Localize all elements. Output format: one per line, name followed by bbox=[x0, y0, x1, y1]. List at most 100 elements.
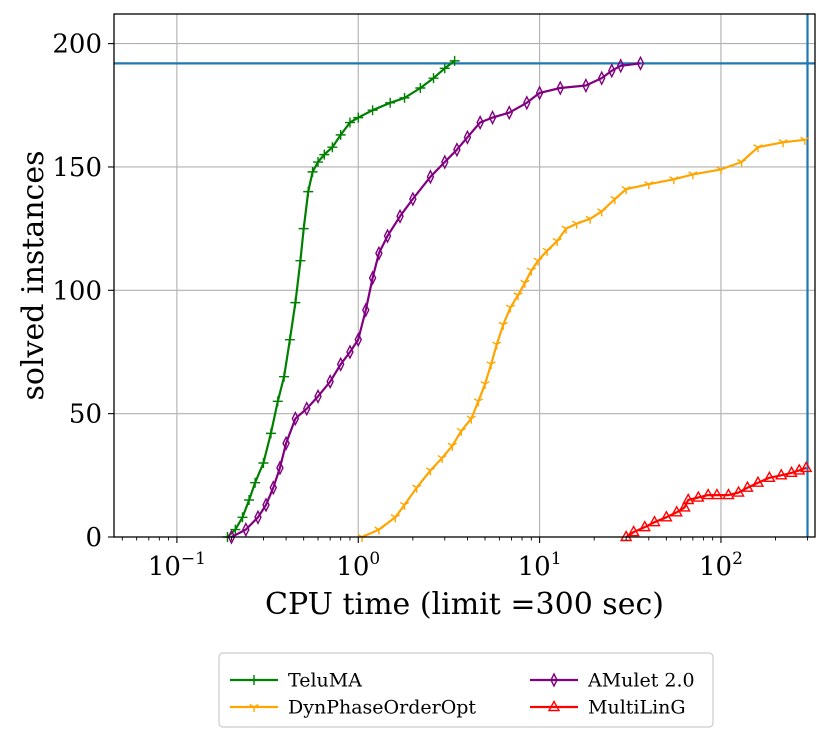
data-point bbox=[486, 361, 496, 370]
data-point bbox=[335, 129, 346, 140]
data-point bbox=[799, 460, 813, 473]
data-point bbox=[533, 257, 543, 266]
data-point bbox=[237, 512, 248, 523]
data-point bbox=[425, 467, 436, 476]
data-point bbox=[561, 225, 571, 234]
data-point bbox=[279, 371, 290, 382]
data-point bbox=[621, 186, 631, 195]
data-point bbox=[732, 485, 745, 497]
data-point bbox=[272, 396, 283, 407]
data-point bbox=[244, 494, 255, 505]
y-tick-label: 150 bbox=[52, 153, 102, 183]
data-point bbox=[453, 142, 461, 158]
data-point bbox=[412, 484, 422, 493]
data-point bbox=[692, 490, 705, 502]
legend-item-teluma: TeluMA bbox=[230, 670, 362, 692]
data-point bbox=[313, 157, 324, 168]
legend-box bbox=[218, 652, 714, 728]
data-point bbox=[753, 144, 763, 153]
data-point bbox=[227, 529, 236, 545]
data-point bbox=[326, 374, 334, 390]
data-point bbox=[520, 279, 530, 288]
data-point bbox=[741, 480, 754, 492]
data-point bbox=[385, 97, 396, 108]
data-point bbox=[466, 415, 476, 424]
plot-frame bbox=[113, 13, 816, 538]
data-point bbox=[736, 158, 747, 168]
data-point bbox=[463, 129, 472, 145]
x-tick-label: 101 bbox=[518, 549, 562, 582]
data-point bbox=[374, 526, 384, 535]
data-point bbox=[722, 488, 735, 500]
legend-label: TeluMA bbox=[288, 670, 362, 692]
series-line-dynphaseorderopt bbox=[361, 138, 805, 539]
data-point bbox=[571, 220, 582, 229]
data-point bbox=[353, 112, 364, 123]
data-point bbox=[597, 208, 607, 217]
data-point bbox=[282, 435, 290, 451]
data-point bbox=[399, 501, 410, 510]
data-point bbox=[290, 297, 301, 308]
data-point bbox=[526, 267, 536, 276]
data-point bbox=[669, 176, 679, 185]
data-point bbox=[449, 55, 460, 66]
x-tick-label: 102 bbox=[699, 549, 743, 582]
data-point bbox=[513, 292, 523, 301]
data-point bbox=[440, 154, 449, 170]
data-point bbox=[456, 427, 466, 436]
data-point bbox=[426, 169, 435, 185]
data-point bbox=[437, 454, 447, 464]
data-point bbox=[336, 356, 345, 372]
data-point bbox=[327, 142, 338, 153]
data-point bbox=[505, 105, 514, 121]
data-point bbox=[473, 398, 484, 407]
data-point bbox=[498, 321, 508, 330]
data-point bbox=[291, 411, 300, 427]
data-point bbox=[660, 510, 673, 522]
y-tick-label: 200 bbox=[52, 30, 102, 60]
data-point bbox=[303, 186, 314, 197]
legend-item-dynphaseorderopt: DynPhaseOrderOpt bbox=[230, 697, 476, 719]
series-layer bbox=[222, 55, 813, 545]
data-point bbox=[542, 247, 552, 256]
data-point bbox=[636, 55, 645, 71]
reference-lines bbox=[114, 14, 815, 537]
legend-item-multiling: MultiLinG bbox=[530, 697, 686, 719]
series-line-amulet-2-0 bbox=[230, 62, 641, 538]
data-point bbox=[775, 468, 788, 480]
data-point bbox=[415, 83, 426, 94]
series-dynphaseorderopt bbox=[357, 136, 810, 542]
y-tick-label: 0 bbox=[85, 523, 102, 553]
data-point bbox=[492, 341, 502, 350]
x-tick-label: 100 bbox=[336, 549, 380, 582]
legend-marker bbox=[249, 675, 259, 685]
data-point bbox=[778, 139, 788, 148]
data-point bbox=[230, 524, 241, 535]
data-point bbox=[346, 344, 354, 360]
data-point bbox=[262, 497, 270, 513]
data-point bbox=[344, 117, 355, 128]
data-point bbox=[610, 195, 620, 205]
data-point bbox=[800, 136, 810, 145]
data-point bbox=[556, 80, 565, 96]
data-point bbox=[242, 522, 250, 538]
data-point bbox=[258, 457, 269, 468]
y-axis-title: solved instances bbox=[16, 150, 51, 400]
data-point bbox=[616, 58, 625, 74]
data-point bbox=[480, 380, 490, 390]
data-point bbox=[354, 332, 363, 348]
data-point bbox=[582, 77, 590, 94]
data-point bbox=[710, 488, 724, 500]
data-point bbox=[265, 428, 276, 439]
data-point bbox=[523, 95, 531, 111]
legend-item-amulet-2-0: AMulet 2.0 bbox=[530, 670, 695, 692]
y-tick-label: 100 bbox=[52, 276, 102, 306]
data-point bbox=[607, 63, 616, 79]
data-point bbox=[383, 228, 392, 244]
data-point bbox=[785, 465, 798, 478]
data-point bbox=[284, 334, 295, 345]
legend: TeluMA AMulet 2.0 DynPhaseOrderOpt MultiLin… bbox=[218, 652, 714, 728]
data-point bbox=[314, 388, 322, 404]
data-point bbox=[439, 63, 450, 74]
